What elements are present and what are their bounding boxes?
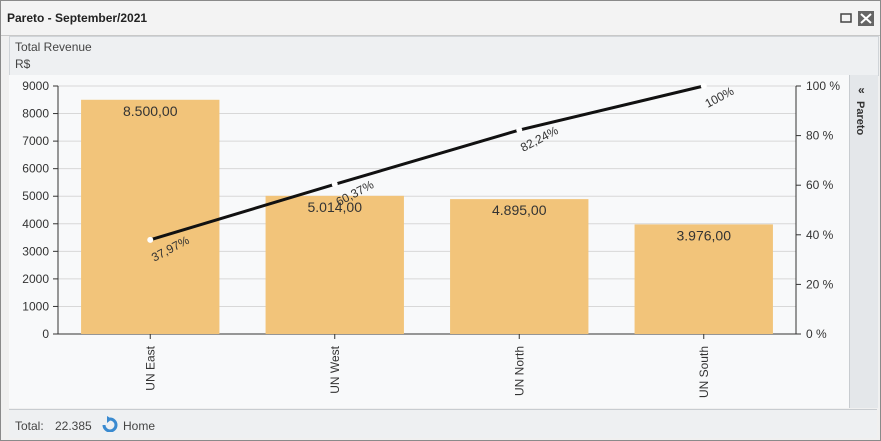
- bar-label: 5.014,00: [308, 199, 363, 215]
- header-title: Total Revenue: [15, 40, 92, 54]
- line-point: [331, 181, 338, 188]
- y2-tick-label: 0 %: [806, 327, 827, 341]
- bar: [81, 99, 220, 335]
- y-tick-label: 1000: [22, 299, 49, 313]
- y-tick-label: 7000: [22, 134, 49, 148]
- footer: Total: 22.385 Home: [9, 409, 877, 438]
- x-tick-label: UN North: [512, 346, 526, 396]
- bar-label: 4.895,00: [492, 202, 547, 218]
- y2-tick-label: 20 %: [806, 277, 834, 291]
- window-title: Pareto - September/2021: [7, 11, 148, 25]
- y2-tick-label: 40 %: [806, 228, 834, 242]
- bar-label: 8.500,00: [123, 103, 178, 119]
- y-tick-label: 5000: [22, 189, 49, 203]
- bar: [450, 199, 589, 334]
- close-icon: [860, 13, 872, 24]
- sidebar-label[interactable]: Pareto: [854, 101, 866, 136]
- header-unit: R$: [15, 57, 31, 71]
- y2-tick-label: 100 %: [806, 79, 840, 93]
- x-tick-label: UN West: [328, 345, 342, 393]
- bar: [634, 224, 773, 334]
- y2-tick-label: 60 %: [806, 178, 834, 192]
- line-point: [516, 127, 523, 134]
- title-bar: Pareto - September/2021: [1, 1, 880, 36]
- header: Total Revenue R$: [9, 36, 879, 76]
- x-tick-label: UN East: [143, 345, 157, 390]
- y-tick-label: 3000: [22, 244, 49, 258]
- home-link[interactable]: Home: [123, 419, 156, 433]
- line: [149, 84, 705, 242]
- total-value: 22.385: [55, 419, 92, 433]
- y-tick-label: 2000: [22, 272, 49, 286]
- home-icon[interactable]: [101, 416, 119, 432]
- chart: 0 1000 2000 3000 4000 5000 6000 7000 8000 9000 0 %…: [9, 75, 849, 408]
- y2-tick-label: 80 %: [806, 129, 834, 143]
- window-buttons[interactable]: [839, 11, 875, 27]
- y-tick-label: 4000: [22, 217, 49, 231]
- line-point: [147, 236, 154, 243]
- bar: [265, 195, 404, 334]
- sidebar[interactable]: «Pareto: [849, 75, 878, 408]
- bar-label: 3.976,00: [677, 227, 732, 243]
- y-tick-label: 6000: [22, 162, 49, 176]
- y-tick-label: 8000: [22, 107, 49, 121]
- maximize-button[interactable]: [840, 13, 852, 23]
- total-label: Total:: [15, 419, 44, 433]
- y-tick-label: 0: [42, 327, 49, 341]
- line-point: [700, 83, 707, 89]
- x-tick-label: UN South: [697, 346, 711, 398]
- y-tick-label: 9000: [22, 79, 49, 93]
